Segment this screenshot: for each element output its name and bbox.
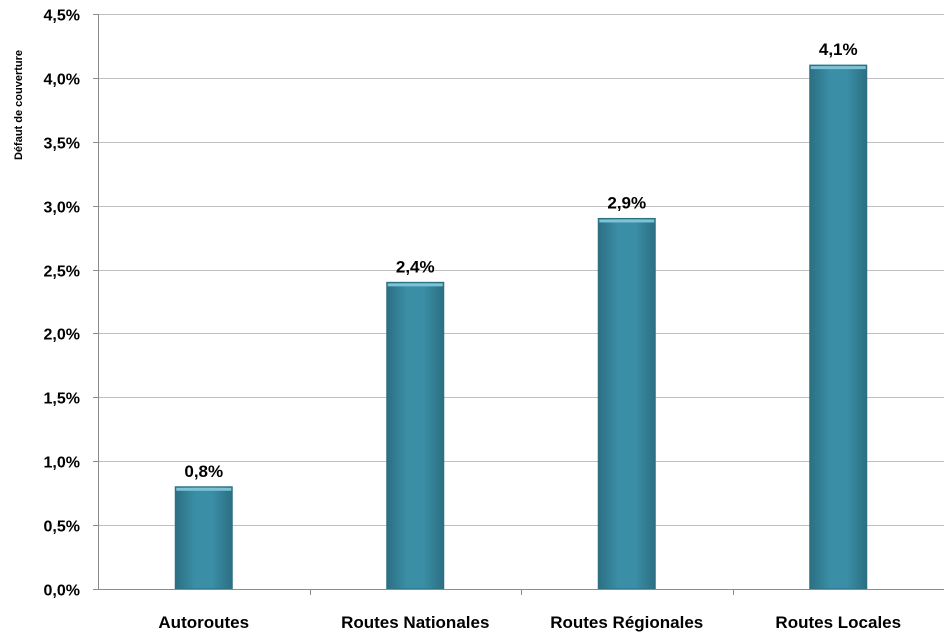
y-axis-title: Défaut de couverture — [13, 50, 25, 160]
y-tick-label: 1,0% — [44, 455, 80, 472]
x-category-label: Routes Nationales — [341, 613, 489, 632]
bar-top-highlight — [176, 487, 232, 491]
bars — [174, 64, 868, 590]
bar-top-highlight — [387, 283, 443, 287]
bar-top-highlight — [599, 219, 655, 223]
y-tick-label: 1,5% — [44, 391, 80, 408]
y-tick-label: 4,0% — [44, 72, 80, 89]
y-tick-label: 0,0% — [44, 583, 80, 600]
y-tick-label: 3,5% — [44, 136, 80, 153]
data-label: 0,8% — [184, 462, 223, 481]
bar-routes-nationales — [386, 281, 445, 590]
x-category-label: Routes Régionales — [550, 613, 703, 632]
y-tick-label: 3,0% — [44, 200, 80, 217]
x-category-label: Autoroutes — [158, 613, 249, 632]
axes — [93, 14, 944, 595]
y-tick-label: 2,5% — [44, 264, 80, 281]
labels: 0,0% 0,5% 1,0% 1,5% 2,0% 2,5% 3,0% 3,5% 4,0% 4,5%… — [44, 8, 902, 633]
gridlines — [98, 14, 944, 526]
bar-top-highlight — [810, 66, 866, 70]
x-category-label: Routes Locales — [775, 613, 901, 632]
bar-routes-locales — [809, 64, 868, 590]
bar-routes-r-gionales — [597, 217, 656, 590]
bar-autoroutes — [174, 486, 233, 590]
y-tick-label: 4,5% — [44, 8, 80, 25]
y-tick-label: 2,0% — [44, 327, 80, 344]
data-label: 2,4% — [396, 257, 435, 276]
data-label: 2,9% — [607, 193, 646, 212]
data-label: 4,1% — [819, 40, 858, 59]
y-tick-label: 0,5% — [44, 519, 80, 536]
